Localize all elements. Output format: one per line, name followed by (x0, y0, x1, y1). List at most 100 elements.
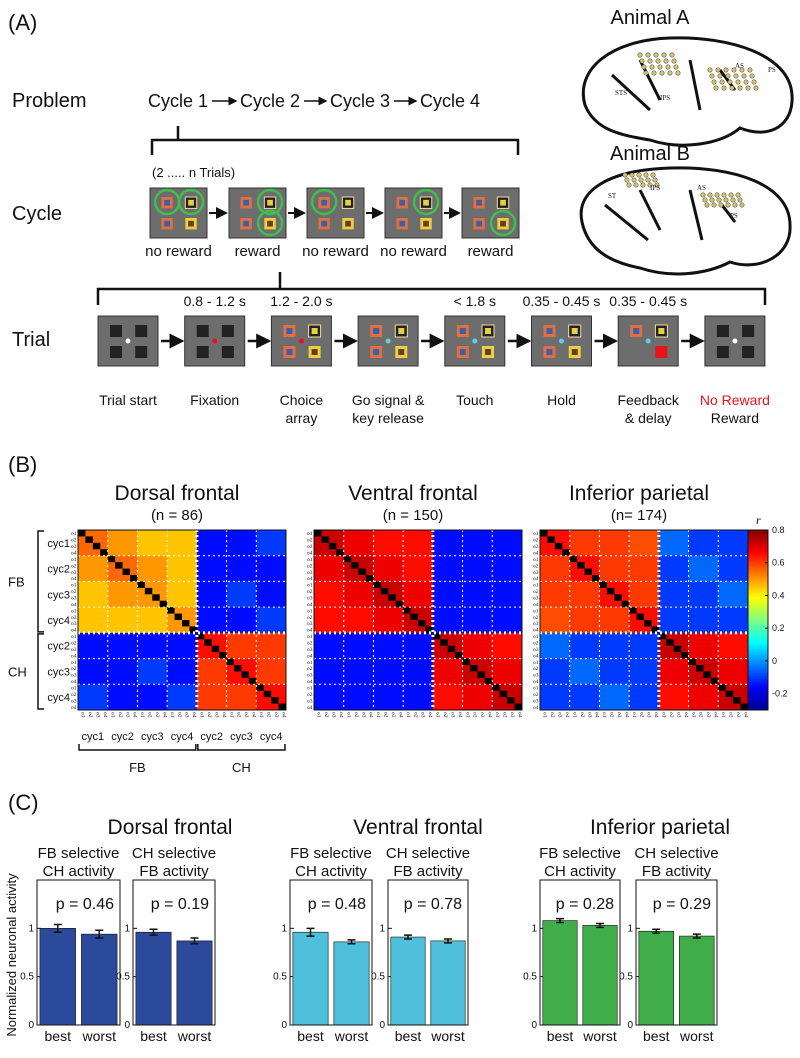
col-label: o1 (80, 712, 86, 718)
diagonal (514, 703, 522, 710)
row-label: o3 (533, 673, 539, 679)
heatmap-block (688, 684, 719, 711)
heatmap-block (718, 555, 749, 582)
heatmap-block (196, 530, 227, 557)
row-label: o4 (533, 679, 539, 685)
row-label: o4 (71, 628, 77, 634)
col-label: o3 (479, 712, 485, 718)
electrode (675, 70, 681, 76)
label: Inferior parietal (569, 482, 709, 505)
row-label: o4 (307, 576, 313, 582)
placeholder (135, 325, 148, 337)
heatmap-block (137, 684, 168, 711)
diagonal (395, 600, 404, 608)
col-label: o2 (472, 712, 478, 718)
row-label: o3 (307, 673, 313, 679)
heatmap-block (226, 632, 257, 659)
diagonal (321, 536, 329, 543)
error-bar (347, 939, 356, 945)
col-label: o4 (102, 712, 108, 718)
p-value: p = 0.48 (308, 896, 366, 913)
heatmap-block (137, 530, 168, 557)
bar (39, 928, 76, 1026)
electrode (727, 79, 733, 85)
placeholder (135, 346, 148, 358)
y-tick-label: 0.5 (273, 972, 287, 983)
heatmap-block (629, 530, 660, 557)
col-label: o4 (594, 712, 600, 718)
row-label: o2 (533, 538, 539, 544)
row-label: o3 (533, 698, 539, 704)
col-label: o3 (331, 712, 337, 718)
row-label: o1 (71, 686, 77, 692)
label: cyc2 (200, 731, 223, 743)
heatmap-block (492, 632, 523, 659)
diagonal (584, 568, 592, 575)
label: no reward (145, 243, 212, 260)
label: Dorsal frontal (108, 816, 233, 839)
heatmap-block (226, 555, 257, 582)
diagonal (403, 607, 411, 614)
stimulus (658, 328, 665, 334)
diagonal (462, 658, 470, 665)
diagonal (733, 697, 741, 704)
row-label: o1 (307, 531, 313, 537)
row-label: o1 (307, 660, 313, 666)
row-label: o4 (533, 602, 539, 608)
heatmap-block (432, 684, 463, 711)
row-label: o1 (533, 634, 539, 640)
heatmap-block (492, 555, 523, 582)
label: PS (730, 212, 738, 220)
heatmap-block (403, 632, 434, 659)
electrodes-b (622, 172, 745, 208)
heatmap-block (256, 555, 287, 582)
row-label: o3 (533, 570, 539, 576)
heatmap-block (462, 555, 493, 582)
error-bar (149, 928, 158, 936)
electrode (643, 70, 649, 76)
row-label: o1 (307, 557, 313, 563)
diagonal (256, 684, 264, 691)
diagonal (629, 607, 637, 614)
label: cyc1 (82, 731, 105, 743)
row-label: o3 (533, 621, 539, 627)
bar (430, 940, 466, 1026)
heatmap-block (314, 581, 345, 608)
fixation-point (732, 338, 738, 344)
x-tick-label: worst (679, 1028, 714, 1044)
heatmap-block (599, 632, 630, 659)
row-label: o4 (71, 602, 77, 608)
diagonal (562, 549, 570, 556)
heatmap-frame (77, 529, 287, 711)
row-label: o2 (71, 563, 77, 569)
diagonal (159, 600, 168, 608)
col-label: o4 (161, 712, 167, 718)
label: IPS (650, 184, 660, 192)
y-tick-label: 1 (627, 923, 633, 934)
error-bar (95, 929, 104, 939)
label: Feedback (617, 392, 679, 408)
stimulus (243, 199, 249, 206)
heatmap-block (167, 684, 198, 711)
col-label: o3 (675, 712, 681, 718)
axes-frame (539, 879, 621, 1026)
heatmap-block (540, 632, 571, 659)
diagonal (182, 620, 190, 627)
label: Ventral frontal (348, 482, 478, 505)
electrode (716, 197, 722, 203)
electrode (721, 192, 727, 198)
stimulus (243, 220, 249, 227)
col-label: o3 (95, 712, 101, 718)
stimulus (311, 328, 318, 334)
heatmap-block (343, 530, 374, 557)
row-label: o2 (71, 538, 77, 544)
heatmap-block (226, 607, 257, 634)
row-label: o4 (71, 705, 77, 711)
axes-frame (635, 879, 718, 1026)
diagonal (673, 645, 682, 653)
fixation-point (472, 338, 478, 344)
heatmap-block (403, 555, 434, 582)
label: cyc4 (260, 731, 283, 743)
col-label: o4 (487, 712, 493, 718)
